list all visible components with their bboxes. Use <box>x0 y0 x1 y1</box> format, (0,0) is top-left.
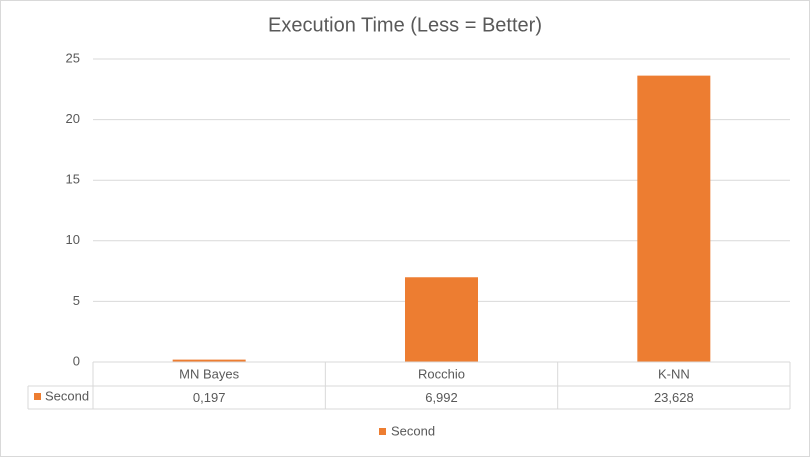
y-tick-label: 0 <box>73 353 80 368</box>
y-tick-label: 5 <box>73 293 80 308</box>
table-legend-key <box>34 393 41 400</box>
chart-title: Execution Time (Less = Better) <box>268 14 542 36</box>
table-value: 23,628 <box>654 390 694 405</box>
bar <box>405 277 478 362</box>
x-tick-label: Rocchio <box>418 366 465 381</box>
table-value: 0,197 <box>193 390 226 405</box>
y-tick-label: 25 <box>66 50 80 65</box>
legend-label: Second <box>391 423 435 438</box>
y-tick-label: 15 <box>66 172 80 187</box>
bar <box>637 75 711 363</box>
table-series-name: Second <box>45 388 89 403</box>
legend-key <box>379 428 386 435</box>
x-tick-label: K-NN <box>658 366 690 381</box>
bar <box>172 359 246 362</box>
x-tick-label: MN Bayes <box>179 366 239 381</box>
y-tick-label: 20 <box>66 111 80 126</box>
y-tick-label: 10 <box>66 232 80 247</box>
table-value: 6,992 <box>425 390 458 405</box>
